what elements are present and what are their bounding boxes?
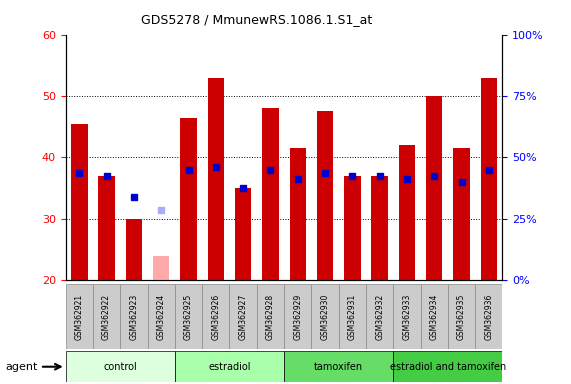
Bar: [393, 351, 502, 382]
Text: GSM362921: GSM362921: [75, 294, 84, 340]
Bar: [393, 284, 421, 349]
Text: control: control: [103, 362, 137, 372]
Bar: [126, 219, 142, 280]
Text: GSM362928: GSM362928: [266, 294, 275, 340]
Text: GSM362929: GSM362929: [293, 294, 302, 340]
Bar: [289, 148, 306, 280]
Text: estradiol and tamoxifen: estradiol and tamoxifen: [390, 362, 506, 372]
Text: GSM362930: GSM362930: [320, 294, 329, 340]
Bar: [366, 284, 393, 349]
Text: GSM362924: GSM362924: [156, 294, 166, 340]
Bar: [66, 351, 175, 382]
Bar: [66, 284, 93, 349]
Bar: [481, 78, 497, 280]
Bar: [71, 124, 87, 280]
Bar: [230, 284, 257, 349]
Bar: [180, 118, 196, 280]
Bar: [93, 284, 120, 349]
Text: tamoxifen: tamoxifen: [314, 362, 363, 372]
Text: GSM362934: GSM362934: [430, 294, 439, 340]
Text: GSM362931: GSM362931: [348, 294, 357, 340]
Text: GSM362932: GSM362932: [375, 294, 384, 340]
Bar: [453, 148, 470, 280]
Bar: [448, 284, 475, 349]
Bar: [147, 284, 175, 349]
Bar: [208, 78, 224, 280]
Text: GSM362935: GSM362935: [457, 294, 466, 340]
Bar: [317, 111, 333, 280]
Bar: [426, 96, 443, 280]
Bar: [371, 176, 388, 280]
Bar: [339, 284, 366, 349]
Bar: [98, 176, 115, 280]
Text: GSM362936: GSM362936: [484, 294, 493, 340]
Bar: [284, 284, 311, 349]
Text: agent: agent: [6, 362, 38, 372]
Text: GSM362933: GSM362933: [403, 294, 412, 340]
Text: GSM362927: GSM362927: [239, 294, 248, 340]
Bar: [284, 351, 393, 382]
Text: GDS5278 / MmunewRS.1086.1.S1_at: GDS5278 / MmunewRS.1086.1.S1_at: [142, 13, 372, 26]
Bar: [175, 284, 202, 349]
Bar: [311, 284, 339, 349]
Bar: [120, 284, 147, 349]
Text: GSM362926: GSM362926: [211, 294, 220, 340]
Bar: [235, 188, 251, 280]
Text: GSM362922: GSM362922: [102, 294, 111, 340]
Bar: [399, 145, 415, 280]
Bar: [475, 284, 502, 349]
Bar: [202, 284, 230, 349]
Bar: [153, 256, 170, 280]
Bar: [175, 351, 284, 382]
Bar: [257, 284, 284, 349]
Bar: [262, 108, 279, 280]
Bar: [421, 284, 448, 349]
Text: estradiol: estradiol: [208, 362, 251, 372]
Text: GSM362925: GSM362925: [184, 294, 193, 340]
Bar: [344, 176, 360, 280]
Text: GSM362923: GSM362923: [130, 294, 138, 340]
